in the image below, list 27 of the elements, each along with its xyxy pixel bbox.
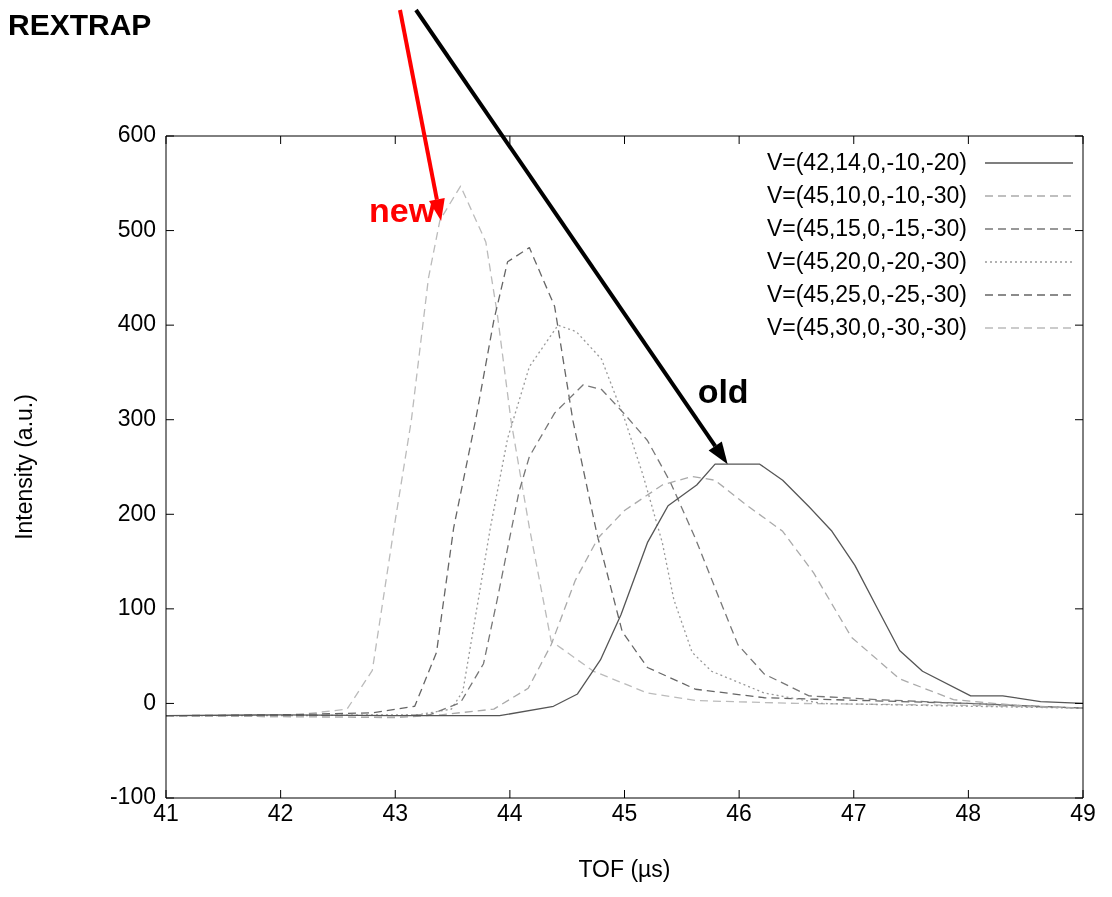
x-tick-label: 49 xyxy=(1070,800,1096,827)
y-tick-label: 100 xyxy=(117,594,156,621)
chart-title: REXTRAP xyxy=(8,8,152,42)
x-tick-label: 47 xyxy=(840,800,867,827)
x-tick-label: 48 xyxy=(955,800,982,827)
y-tick-label: -100 xyxy=(109,783,156,810)
y-axis-title: Intensity (a.u.) xyxy=(11,394,38,540)
legend-label: V=(45,25,0,-25,-30) xyxy=(766,280,967,309)
x-tick-label: 42 xyxy=(267,800,294,827)
x-axis-title: TOF (µs) xyxy=(578,855,671,882)
legend-label: V=(45,10,0,-10,-30) xyxy=(766,181,967,210)
annotation: old xyxy=(697,372,749,412)
legend-label: V=(45,15,0,-15,-30) xyxy=(766,214,967,243)
y-tick-label: 300 xyxy=(117,405,156,432)
x-tick-label: 45 xyxy=(611,800,638,827)
y-tick-label: 0 xyxy=(143,688,156,715)
x-tick-label: 43 xyxy=(382,800,409,827)
x-tick-label: 46 xyxy=(726,800,752,827)
annotation: new xyxy=(368,191,436,231)
y-tick-label: 600 xyxy=(117,121,156,148)
legend-label: V=(45,30,0,-30,-30) xyxy=(766,313,967,342)
legend-label: V=(45,20,0,-20,-30) xyxy=(766,247,967,276)
y-tick-label: 500 xyxy=(117,215,156,242)
x-tick-label: 44 xyxy=(497,800,523,827)
y-tick-label: 200 xyxy=(117,499,156,526)
y-tick-label: 400 xyxy=(117,310,156,337)
legend-label: V=(42,14,0,-10,-20) xyxy=(766,148,967,177)
